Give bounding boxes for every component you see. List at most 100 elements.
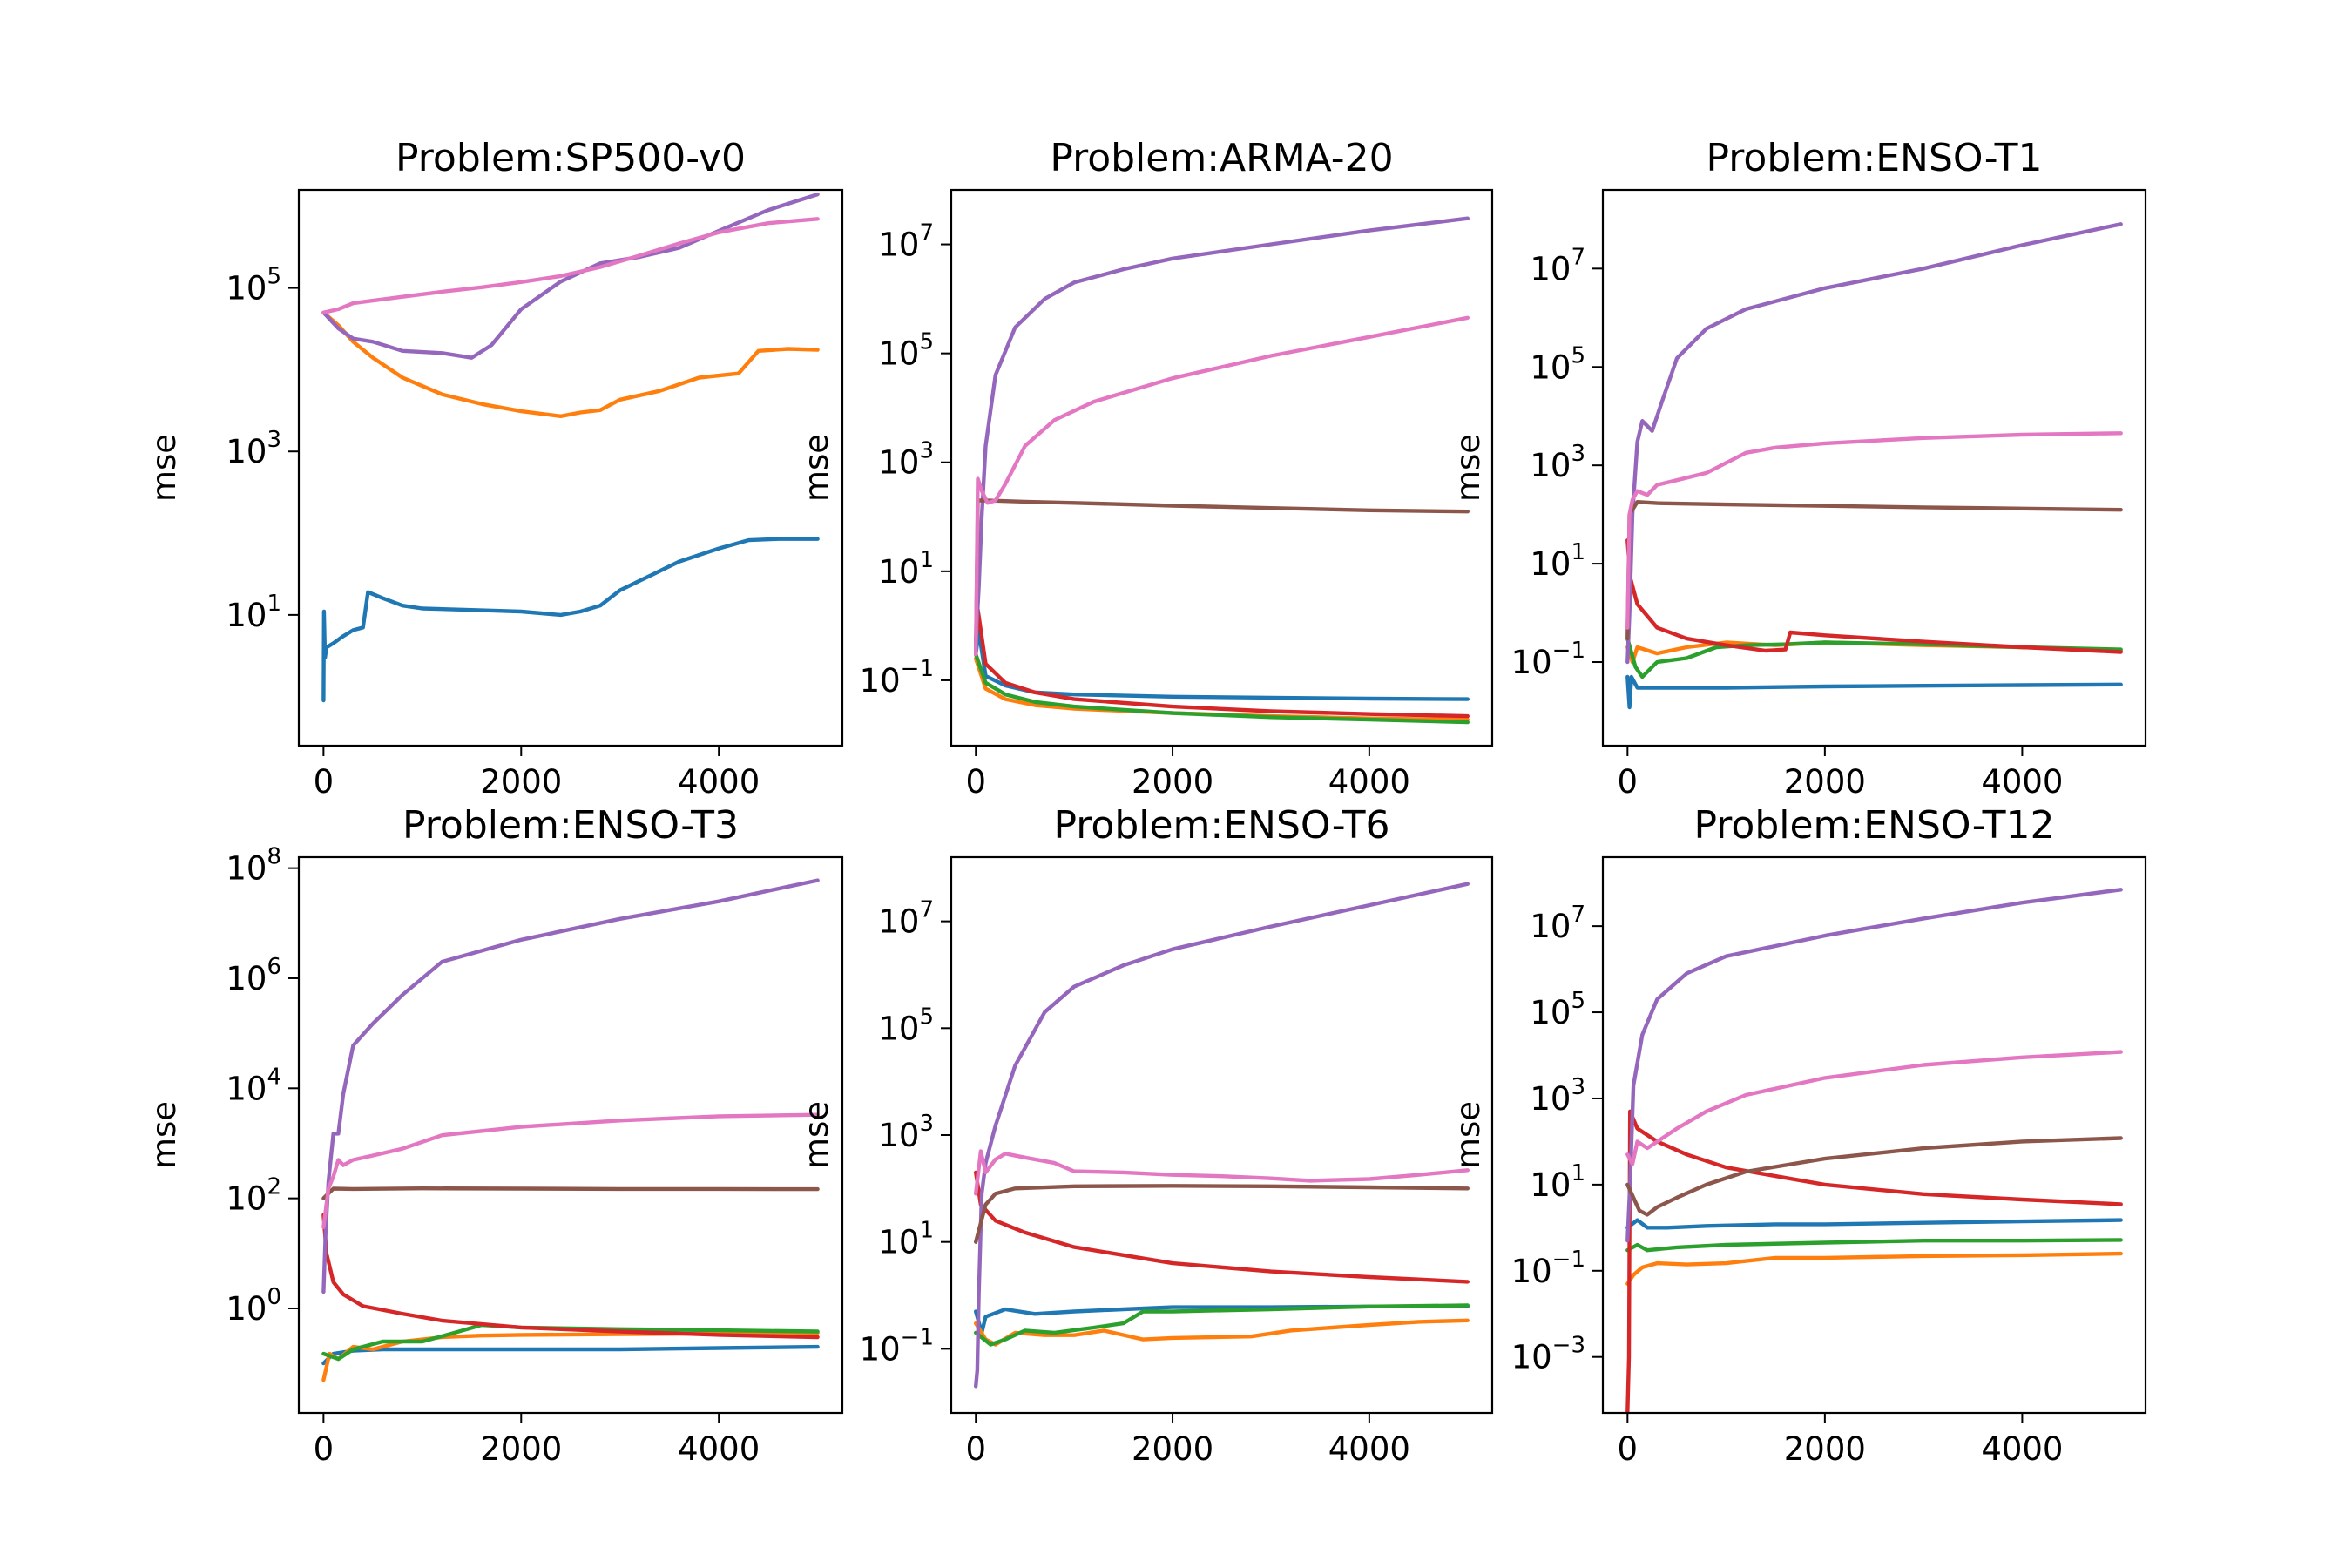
- series-line-1: [1625, 1218, 2123, 1230]
- y-axis-label: mse: [798, 434, 835, 502]
- y-axis-label: mse: [145, 1101, 183, 1169]
- series-line-5: [1625, 222, 2123, 665]
- subplot-enso-t12: Problem:ENSO-T12 mse 0 2000 4000 10−3 10−1 10…: [1450, 803, 2147, 1468]
- y-tick-label: 102: [226, 1174, 281, 1218]
- y-tick-label: 105: [226, 264, 281, 308]
- series-line-6: [1625, 500, 2123, 641]
- series-line-6: [974, 498, 1470, 657]
- axes-frame: [1601, 188, 2147, 747]
- x-tick-label: 0: [1618, 1430, 1639, 1468]
- subplot-title: Problem:ARMA-20: [1050, 136, 1393, 180]
- series-line-6: [1625, 1136, 2123, 1217]
- series-line-5: [1625, 888, 2123, 1243]
- series-line-4: [321, 217, 820, 314]
- subplot-enso-t1: Problem:ENSO-T1 mse 0 2000 4000 10−1 101 103 1…: [1450, 136, 2147, 801]
- series-line-4: [1625, 538, 2123, 654]
- subplot-enso-t6: Problem:ENSO-T6 mse 0 2000 4000 10−1 101 103 1…: [798, 803, 1494, 1468]
- series-line-3: [974, 652, 1470, 725]
- series-line-1: [321, 537, 820, 703]
- y-tick-label: 103: [878, 438, 934, 482]
- series-line-7: [974, 1149, 1470, 1196]
- series-lines: [321, 192, 820, 703]
- y-axis-label: mse: [1450, 434, 1487, 502]
- series-line-1: [974, 629, 1470, 701]
- series-line-5: [974, 216, 1470, 645]
- y-tick-label: 103: [878, 1111, 934, 1154]
- y-tick-label: 105: [878, 1004, 934, 1047]
- x-tick-label: 0: [965, 763, 986, 801]
- y-tick-label: 106: [226, 954, 281, 997]
- y-tick-label: 104: [226, 1064, 281, 1107]
- series-line-3: [1625, 1238, 2123, 1253]
- y-tick-label: 101: [878, 547, 934, 591]
- y-tick-label: 100: [226, 1284, 281, 1328]
- y-tick-label: 107: [878, 220, 934, 264]
- y-tick-label: 107: [1530, 902, 1585, 945]
- y-tick-label: 101: [1530, 1160, 1585, 1204]
- series-line-7: [321, 1112, 820, 1229]
- axes-frame: [297, 188, 844, 747]
- series-line-4: [321, 1213, 820, 1340]
- y-tick-label: 103: [226, 427, 281, 470]
- x-tick-label: 4000: [678, 763, 760, 801]
- y-tick-label: 103: [1530, 1074, 1585, 1118]
- axes-frame: [1601, 855, 2147, 1415]
- subplot-enso-t3: Problem:ENSO-T3 mse 0 2000 4000 100 102 104 10…: [145, 803, 844, 1468]
- x-tick-label: 0: [965, 1430, 986, 1468]
- y-tick-label: 10−1: [860, 1324, 934, 1368]
- axes-frame: [297, 855, 844, 1415]
- y-tick-label: 105: [1530, 988, 1585, 1031]
- x-tick-label: 2000: [1784, 1430, 1866, 1468]
- y-tick-label: 10−1: [1511, 1247, 1585, 1290]
- series-line-7: [1625, 1050, 2123, 1166]
- series-line-5: [321, 878, 820, 1294]
- subplot-sp500: Problem:SP500-v0 mse 0 2000 4000 101 103 105: [145, 136, 844, 801]
- y-tick-label: 107: [878, 897, 934, 941]
- series-line-2: [321, 310, 820, 418]
- x-tick-label: 4000: [1328, 1430, 1410, 1468]
- x-tick-label: 2000: [1784, 763, 1866, 801]
- subplot-arma20: Problem:ARMA-20 mse 0 2000 4000 10−1 101 103 1…: [798, 136, 1494, 801]
- y-axis-label: mse: [145, 434, 183, 502]
- y-tick-label: 101: [226, 591, 281, 634]
- series-line-1: [1625, 674, 2123, 710]
- subplot-title: Problem:ENSO-T3: [402, 803, 739, 848]
- x-tick-label: 4000: [1981, 763, 2063, 801]
- series-line-7: [1625, 431, 2123, 630]
- series-line-6: [974, 1184, 1470, 1244]
- axes-frame: [950, 188, 1494, 747]
- y-tick-label: 10−3: [1511, 1333, 1585, 1376]
- series-lines: [1625, 888, 2123, 1413]
- y-tick-label: 101: [878, 1218, 934, 1261]
- y-tick-label: 10−1: [860, 656, 934, 700]
- series-line-6: [321, 1186, 820, 1200]
- x-tick-label: 2000: [480, 1430, 562, 1468]
- y-tick-label: 103: [1530, 441, 1585, 484]
- subplot-title: Problem:ENSO-T6: [1054, 803, 1390, 848]
- y-tick-label: 105: [1530, 342, 1585, 386]
- y-tick-label: 101: [1530, 539, 1585, 583]
- x-tick-label: 4000: [1981, 1430, 2063, 1468]
- y-tick-label: 108: [226, 844, 281, 888]
- subplot-title: Problem:ENSO-T12: [1694, 803, 2055, 848]
- subplot-title: Problem:SP500-v0: [395, 136, 746, 180]
- x-tick-label: 0: [1618, 763, 1639, 801]
- y-axis-label: mse: [1450, 1101, 1487, 1169]
- x-tick-label: 2000: [480, 763, 562, 801]
- x-tick-label: 0: [314, 763, 335, 801]
- series-line-2: [1625, 1251, 2123, 1286]
- y-tick-label: 107: [1530, 244, 1585, 287]
- series-line-5: [974, 882, 1470, 1389]
- series-line-3: [321, 1322, 820, 1362]
- x-tick-label: 0: [314, 1430, 335, 1468]
- series-lines: [974, 882, 1470, 1389]
- x-tick-label: 2000: [1132, 1430, 1213, 1468]
- series-line-3: [974, 1303, 1470, 1347]
- x-tick-label: 4000: [678, 1430, 760, 1468]
- series-lines: [1625, 222, 2123, 710]
- series-line-4: [974, 607, 1470, 719]
- y-tick-label: 105: [878, 329, 934, 373]
- y-tick-label: 10−1: [1511, 638, 1585, 681]
- subplot-title: Problem:ENSO-T1: [1707, 136, 2043, 180]
